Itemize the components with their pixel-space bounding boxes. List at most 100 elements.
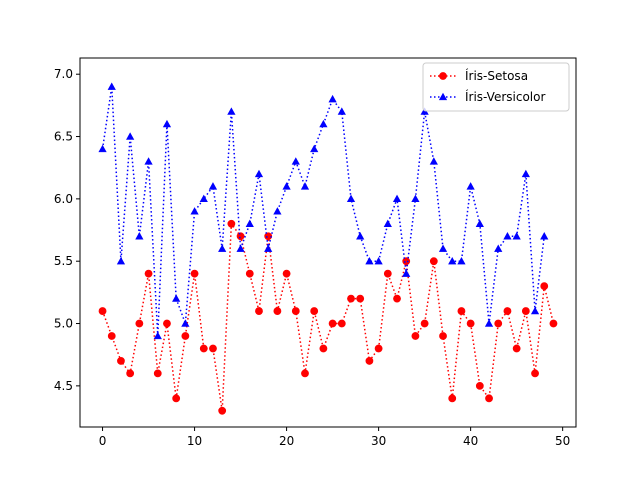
data-point [494,319,503,328]
data-point [117,357,125,365]
data-point [429,157,438,165]
data-point [402,257,411,266]
legend-marker [439,72,447,80]
data-point [236,244,245,252]
data-point [337,319,346,328]
legend-label: Íris-Versicolor [465,89,545,104]
data-point [392,194,402,203]
data-point [218,406,227,415]
data-point [153,331,162,340]
data-point [429,257,438,266]
plot-area: 0 10 20 30 40 50 4.5 5.0 5.5 6.0 6.5 7.0 Íris-Setosa… [54,57,577,448]
data-point [356,232,365,240]
data-point [448,256,457,265]
data-point [190,207,199,215]
data-point [282,269,291,278]
data-point [402,269,411,277]
data-point [310,144,319,153]
data-point [273,207,282,215]
data-point [512,344,521,353]
data-point [521,307,530,315]
data-point [438,244,448,252]
data-point [172,394,181,403]
x-tick-label: 30 [371,434,386,448]
x-tick-label: 40 [463,434,478,448]
data-point [254,169,264,178]
y-tick-label: 5.5 [54,254,73,268]
data-point [181,319,190,327]
data-point [337,107,346,115]
series-1 [98,219,558,415]
data-point [245,269,254,278]
data-point [531,369,539,378]
data-point [273,307,282,315]
data-point [466,182,475,190]
data-point [291,157,300,165]
data-point [218,244,227,252]
data-point [503,232,512,240]
axes-frame [79,57,577,428]
data-point [319,344,328,353]
data-point [549,319,558,328]
legend: Íris-Setosa Íris-Versicolor [422,62,570,112]
data-point [512,232,521,240]
data-point [383,269,392,278]
data-point [199,344,208,353]
legend-label: Íris-Setosa [465,68,528,83]
data-point [135,319,144,328]
x-tick-label: 20 [279,434,294,448]
data-point [291,307,300,315]
data-point [328,319,337,328]
data-point [411,332,420,340]
data-point [310,307,319,315]
data-point [300,182,310,190]
data-point [383,219,392,227]
data-point [172,294,181,302]
data-point [356,294,365,303]
data-point [457,256,466,265]
data-point [494,244,503,252]
y-tick-label: 4.5 [54,379,73,393]
data-point [521,169,530,178]
y-tick-label: 6.0 [54,192,73,206]
data-point [236,232,245,241]
data-point [365,357,374,365]
data-point [411,194,420,203]
data-point [144,157,153,165]
x-tick-label: 0 [99,434,107,448]
data-point [503,307,512,315]
data-point [208,182,218,190]
data-point [264,244,273,252]
data-point [135,232,144,240]
data-point [420,319,429,328]
data-point [457,307,466,315]
data-point [98,307,107,315]
y-tick-label: 5.0 [54,317,73,331]
data-point [484,319,494,327]
data-point [540,232,549,240]
data-point [393,294,401,303]
legend-marker [438,92,448,101]
data-point [540,282,549,291]
data-point [264,232,273,241]
data-point [126,369,135,378]
data-point [374,344,383,353]
y-tick-label: 6.5 [54,130,73,144]
series-2 [98,82,549,340]
data-point [485,394,493,403]
data-point [181,332,190,340]
data-point [328,94,337,103]
data-point [227,219,236,228]
data-point [190,269,199,278]
data-point [448,394,457,403]
x-tick-label: 10 [187,434,202,448]
data-point [245,219,254,227]
data-point [162,119,172,128]
data-point [107,82,116,90]
data-point [346,194,356,203]
data-point [144,269,153,278]
data-point [116,256,126,265]
data-point [98,144,107,153]
data-point [439,332,447,340]
